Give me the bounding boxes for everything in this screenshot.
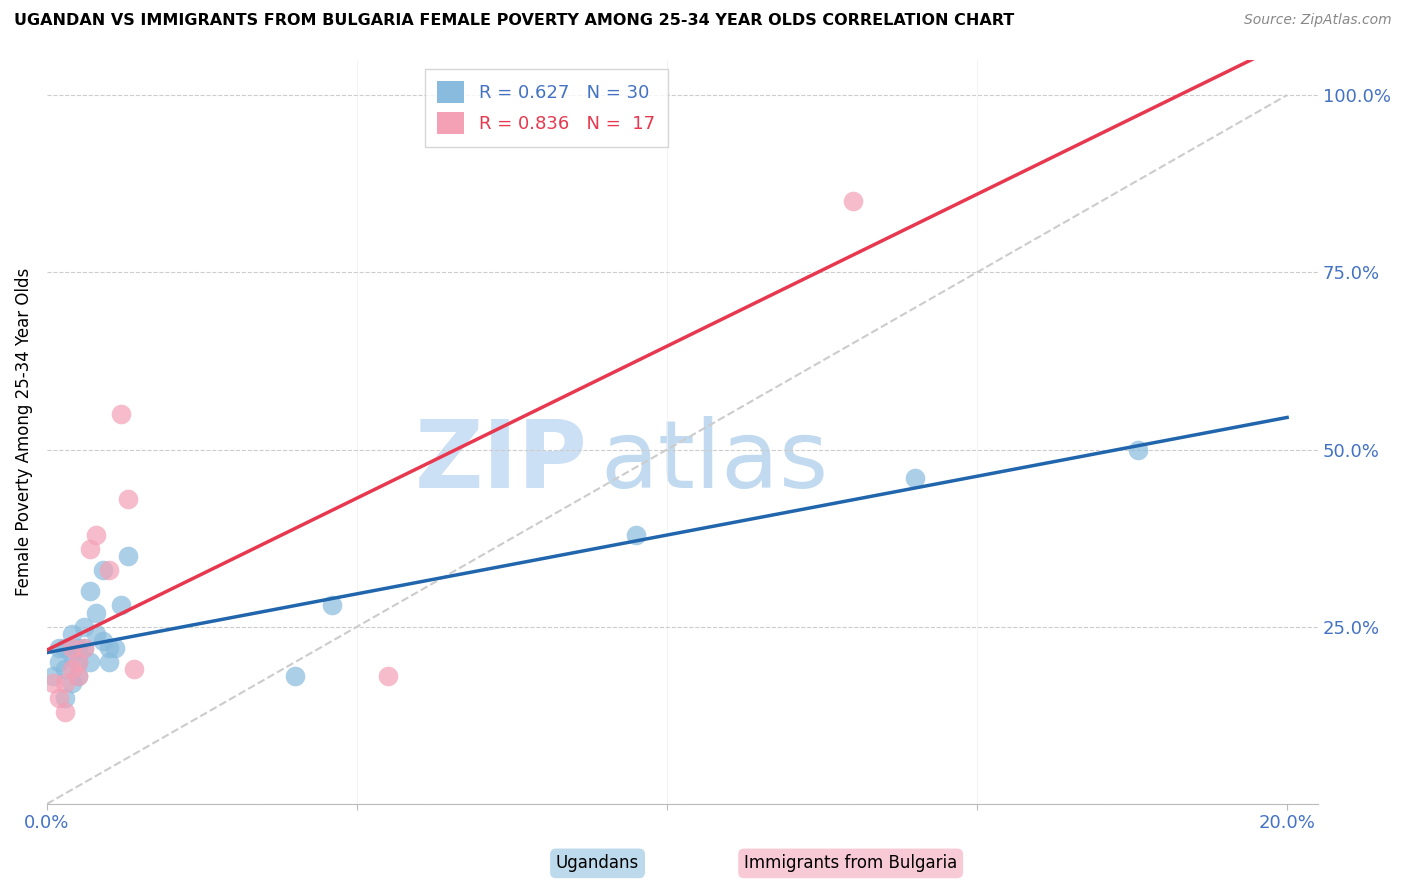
Point	[110, 407, 132, 421]
Point	[97, 640, 120, 655]
Legend: R = 0.627   N = 30, R = 0.836   N =  17: R = 0.627 N = 30, R = 0.836 N = 17	[425, 69, 668, 147]
Point	[60, 676, 83, 690]
Point	[110, 599, 132, 613]
Point	[42, 676, 65, 690]
Point	[91, 563, 114, 577]
Point	[1128, 442, 1150, 457]
Point	[86, 627, 108, 641]
Text: Source: ZipAtlas.com: Source: ZipAtlas.com	[1244, 13, 1392, 28]
Point	[86, 606, 108, 620]
Point	[66, 669, 89, 683]
Point	[60, 662, 83, 676]
Point	[97, 563, 120, 577]
Text: Immigrants from Bulgaria: Immigrants from Bulgaria	[744, 855, 957, 872]
Point	[904, 471, 927, 485]
Point	[60, 640, 83, 655]
Point	[79, 655, 101, 669]
Point	[66, 669, 89, 683]
Text: atlas: atlas	[600, 416, 828, 508]
Point	[48, 640, 70, 655]
Point	[55, 662, 77, 676]
Point	[79, 541, 101, 556]
Point	[48, 690, 70, 705]
Point	[91, 634, 114, 648]
Point	[55, 690, 77, 705]
Point	[73, 640, 96, 655]
Y-axis label: Female Poverty Among 25-34 Year Olds: Female Poverty Among 25-34 Year Olds	[15, 268, 32, 596]
Point	[117, 492, 139, 507]
Point	[73, 640, 96, 655]
Point	[66, 655, 89, 669]
Point	[55, 640, 77, 655]
Point	[842, 194, 865, 209]
Point	[117, 549, 139, 563]
Point	[624, 527, 647, 541]
Point	[73, 620, 96, 634]
Point	[122, 662, 145, 676]
Point	[42, 669, 65, 683]
Point	[66, 640, 89, 655]
Point	[55, 676, 77, 690]
Point	[97, 655, 120, 669]
Point	[321, 599, 343, 613]
Point	[284, 669, 307, 683]
Point	[48, 655, 70, 669]
Point	[104, 640, 127, 655]
Point	[79, 584, 101, 599]
Point	[86, 527, 108, 541]
Point	[60, 627, 83, 641]
Text: UGANDAN VS IMMIGRANTS FROM BULGARIA FEMALE POVERTY AMONG 25-34 YEAR OLDS CORRELA: UGANDAN VS IMMIGRANTS FROM BULGARIA FEMA…	[14, 13, 1014, 29]
Point	[60, 648, 83, 662]
Point	[55, 705, 77, 719]
Text: Ugandans: Ugandans	[555, 855, 640, 872]
Point	[66, 655, 89, 669]
Text: ZIP: ZIP	[415, 416, 588, 508]
Point	[377, 669, 399, 683]
